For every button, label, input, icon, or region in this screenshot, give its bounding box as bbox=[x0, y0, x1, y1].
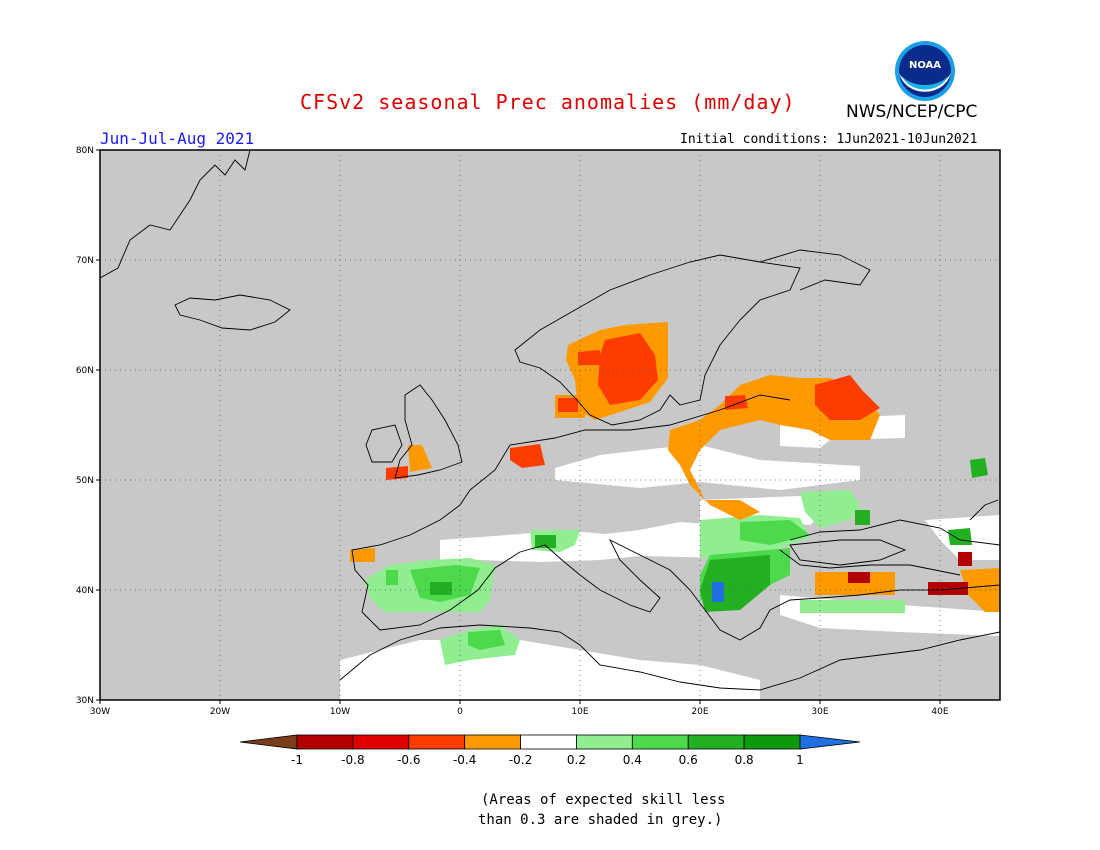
dry-anomaly bbox=[350, 548, 375, 562]
dry-anomaly bbox=[408, 445, 432, 472]
dry-anomaly bbox=[815, 375, 880, 420]
colorbar-label: 1 bbox=[796, 753, 804, 767]
colorbar: -1 -0.8 -0.6 -0.4 -0.2 0.2 0.4 0.6 0.8 1 bbox=[239, 734, 861, 767]
anomaly-shading bbox=[340, 322, 1000, 700]
black-sea bbox=[789, 539, 907, 566]
colorbar-segment bbox=[408, 734, 466, 750]
colorbar-segment bbox=[687, 734, 745, 750]
strong-wet-anomaly bbox=[712, 582, 724, 602]
wet-anomaly bbox=[535, 535, 556, 548]
wet-anomaly bbox=[948, 528, 972, 545]
strong-dry-anomaly bbox=[848, 572, 870, 583]
strong-dry-anomaly bbox=[958, 552, 972, 566]
lon-tick-label: 30W bbox=[90, 707, 110, 717]
skill-note-line2: than 0.3 are shaded in grey.) bbox=[478, 812, 723, 828]
wet-anomaly bbox=[800, 600, 905, 613]
lat-tick-label: 60N bbox=[76, 366, 94, 376]
wet-anomaly bbox=[468, 630, 505, 650]
coastlines bbox=[99, 149, 1001, 691]
noaa-logo: NOAA bbox=[895, 41, 955, 101]
neutral-area bbox=[600, 458, 650, 478]
neutral-area bbox=[555, 445, 860, 490]
strong-dry-anomaly bbox=[928, 582, 968, 595]
wet-anomaly bbox=[800, 490, 860, 528]
noaa-logo-text: NOAA bbox=[909, 60, 941, 71]
lon-tick-label: 20W bbox=[210, 707, 230, 717]
lat-tick-label: 50N bbox=[76, 476, 94, 486]
colorbar-segment bbox=[743, 734, 801, 750]
colorbar-segment bbox=[520, 734, 577, 750]
colorbar-min-arrow bbox=[239, 734, 298, 750]
longitude-axis: 30W 20W 10W 0 10E 20E 30E 40E bbox=[90, 700, 949, 717]
agency-label: NWS/NCEP/CPC bbox=[846, 102, 978, 122]
colorbar-segment bbox=[631, 734, 689, 750]
map-title: CFSv2 seasonal Prec anomalies (mm/day) bbox=[300, 90, 796, 114]
colorbar-label: 0.6 bbox=[679, 753, 698, 767]
initial-conditions-label: Initial conditions: 1Jun2021-10Jun2021 bbox=[680, 132, 978, 147]
neutral-area bbox=[440, 522, 725, 562]
lon-tick-label: 40E bbox=[931, 707, 948, 717]
greenland-coast bbox=[99, 149, 251, 279]
lon-tick-label: 10W bbox=[330, 707, 350, 717]
dry-anomaly bbox=[558, 398, 578, 412]
colorbar-segment bbox=[352, 734, 410, 750]
colorbar-label: -0.2 bbox=[509, 753, 532, 767]
wet-anomaly bbox=[386, 570, 398, 585]
colorbar-segment bbox=[296, 734, 354, 750]
lon-tick-label: 10E bbox=[571, 707, 588, 717]
europe-coast bbox=[351, 394, 1001, 641]
kola-coast bbox=[759, 249, 871, 291]
wet-anomaly bbox=[740, 520, 810, 545]
lon-tick-label: 20E bbox=[691, 707, 708, 717]
season-label: Jun-Jul-Aug 2021 bbox=[100, 129, 255, 148]
dry-anomaly bbox=[510, 444, 545, 468]
colorbar-label: 0.4 bbox=[623, 753, 642, 767]
wet-anomaly bbox=[430, 582, 452, 595]
colorbar-label: -1 bbox=[291, 753, 303, 767]
caspian bbox=[969, 499, 999, 521]
dry-anomaly bbox=[578, 350, 600, 365]
british-isles bbox=[394, 384, 463, 479]
lon-tick-label: 0 bbox=[457, 707, 463, 717]
lat-tick-label: 80N bbox=[76, 146, 94, 156]
ireland bbox=[365, 424, 403, 463]
colorbar-max-arrow bbox=[799, 734, 861, 750]
colorbar-segment bbox=[576, 734, 633, 750]
lat-tick-label: 30N bbox=[76, 696, 94, 706]
colorbar-label: -0.6 bbox=[397, 753, 420, 767]
colorbar-segment bbox=[464, 734, 521, 750]
latitude-axis: 80N 70N 60N 50N 40N 30N bbox=[76, 146, 100, 706]
gridlines bbox=[100, 150, 1000, 700]
skill-note-line1: (Areas of expected skill less bbox=[481, 792, 726, 808]
colorbar-label: -0.8 bbox=[341, 753, 364, 767]
colorbar-label: 0.8 bbox=[735, 753, 754, 767]
lat-tick-label: 40N bbox=[76, 586, 94, 596]
scandinavia bbox=[514, 254, 801, 426]
colorbar-label: -0.4 bbox=[453, 753, 476, 767]
wet-anomaly bbox=[855, 510, 870, 525]
iceland-coast bbox=[174, 294, 291, 331]
lat-tick-label: 70N bbox=[76, 256, 94, 266]
map-frame bbox=[99, 149, 1001, 701]
dry-anomaly bbox=[386, 466, 408, 480]
north-africa-coast bbox=[339, 624, 1001, 691]
dry-anomaly bbox=[725, 395, 748, 410]
wet-anomaly bbox=[970, 458, 988, 478]
lon-tick-label: 30E bbox=[811, 707, 828, 717]
colorbar-label: 0.2 bbox=[567, 753, 586, 767]
dry-anomaly bbox=[598, 333, 658, 405]
dry-anomaly bbox=[815, 572, 895, 595]
